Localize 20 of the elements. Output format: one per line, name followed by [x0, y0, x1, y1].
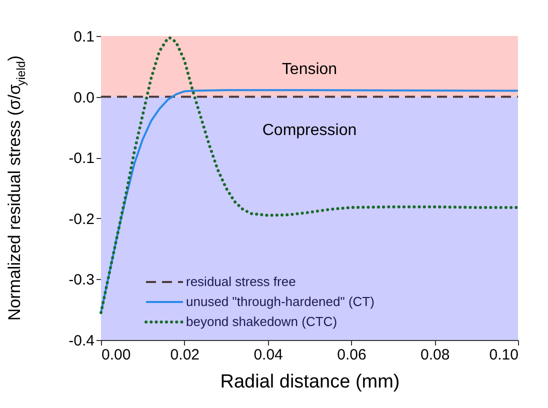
y-tick-label: 0.0 [74, 89, 94, 106]
x-tick-label: 0.08 [420, 346, 450, 364]
x-tick-label: 0.06 [337, 346, 366, 364]
x-tick-label: 0.00 [102, 346, 131, 364]
y-tick-label: -0.2 [68, 210, 94, 228]
y-tick-label: -0.1 [68, 150, 94, 168]
legend-label: unused "through-hardened" (CT) [186, 294, 374, 309]
x-tick-label: 0.10 [489, 346, 518, 364]
legend-label: residual stress free [186, 274, 296, 289]
y-tick-label: -0.4 [68, 332, 94, 350]
band-label: Compression [262, 122, 357, 139]
x-tick-label: 0.02 [170, 346, 200, 364]
x-axis-title: Radial distance (mm) [220, 372, 400, 392]
y-axis-title: Normalized residual stress (σ/σyield) [5, 55, 28, 321]
line-series [100, 36, 520, 314]
x-tick-label: 0.04 [254, 346, 283, 364]
legend-label: beyond shakedown (CTC) [186, 314, 338, 329]
y-tick-label: 0.1 [74, 28, 94, 46]
y-tick-label: -0.3 [68, 272, 94, 289]
band-label: Tension [282, 61, 338, 78]
